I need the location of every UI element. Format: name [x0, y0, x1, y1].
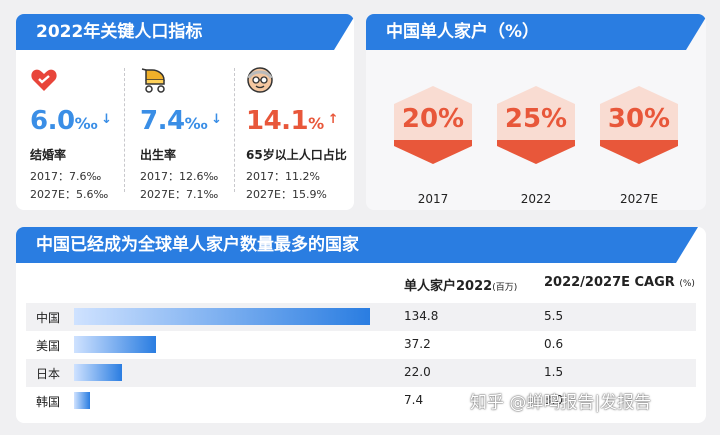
table-row: 韩国 7.4 3.0 — [26, 387, 696, 415]
watermark-text: 知乎 @蝉鸣报告|发报告 — [470, 393, 652, 413]
elderly-share-value: 14.1% ↑ — [246, 106, 339, 136]
single-households-title: 中国单人家户（%） — [366, 14, 706, 50]
key-indicators-panel: 2022年关键人口指标 6.0‰ ↓ 结婚率 2017：7.6‰ 2027E：5.… — [16, 14, 354, 210]
marriage-rate-2017: 2017：7.6‰ — [30, 170, 102, 183]
down-arrow-icon: ↓ — [101, 112, 112, 127]
hexagon-badge: 25% — [493, 82, 579, 168]
table-row: 日本 22.0 1.5 — [26, 359, 696, 387]
household-pct: 25% — [504, 104, 568, 134]
country-name: 韩国 — [36, 395, 61, 409]
table-row: 美国 37.2 0.6 — [26, 331, 696, 359]
single-households-panel: 中国单人家户（%） 20% 2017 25% 2022 30% — [366, 14, 706, 210]
elderly-icon — [246, 66, 274, 94]
country-name: 中国 — [36, 311, 61, 325]
stroller-icon — [140, 66, 168, 94]
household-share-2027e: 30% 2027E — [596, 82, 682, 206]
households-bar — [74, 336, 156, 353]
household-share-2017: 20% 2017 — [390, 82, 476, 206]
heart-icon — [30, 66, 58, 94]
household-share-2022: 25% 2022 — [493, 82, 579, 206]
cagr-value: 0.6 — [544, 337, 564, 351]
column-header-cagr: 2022/2027E CAGR (%) — [544, 275, 695, 290]
cagr-value: 1.5 — [544, 365, 564, 379]
stat-birth-rate: 7.4‰ ↓ 出生率 2017：12.6‰ 2027E：7.1‰ — [140, 64, 240, 201]
country-name: 美国 — [36, 339, 61, 353]
key-indicators-title: 2022年关键人口指标 — [16, 14, 354, 50]
elderly-share-label: 65岁以上人口占比 — [246, 148, 347, 162]
birth-rate-value: 7.4‰ ↓ — [140, 106, 222, 136]
down-arrow-icon: ↓ — [211, 112, 222, 127]
country-comparison-panel: 中国已经成为全球单人家户数量最多的国家 单人家户2022(百万) 2022/20… — [16, 227, 706, 423]
country-name: 日本 — [36, 367, 61, 381]
households-bar — [74, 364, 122, 381]
stat-elderly-share: 14.1% ↑ 65岁以上人口占比 2017：11.2% 2027E：15.9% — [246, 64, 352, 201]
marriage-rate-value: 6.0‰ ↓ — [30, 106, 112, 136]
households-bar — [74, 392, 90, 409]
country-comparison-title: 中国已经成为全球单人家户数量最多的国家 — [16, 227, 698, 263]
stat-marriage-rate: 6.0‰ ↓ 结婚率 2017：7.6‰ 2027E：5.6‰ — [30, 64, 126, 201]
households-value: 7.4 — [404, 393, 424, 407]
household-pct: 20% — [401, 104, 465, 134]
elderly-share-2027e: 2027E：15.9% — [246, 188, 327, 201]
birth-rate-2017: 2017：12.6‰ — [140, 170, 219, 183]
cagr-value: 5.5 — [544, 309, 564, 323]
up-arrow-icon: ↑ — [327, 112, 339, 127]
household-pct: 30% — [607, 104, 671, 134]
hexagon-badge: 20% — [390, 82, 476, 168]
divider — [124, 68, 125, 192]
divider — [234, 68, 235, 192]
household-year: 2027E — [619, 192, 659, 206]
households-value: 134.8 — [404, 309, 439, 323]
households-value: 22.0 — [404, 365, 431, 379]
households-bar — [74, 308, 370, 325]
birth-rate-2027e: 2027E：7.1‰ — [140, 188, 219, 201]
elderly-share-2017: 2017：11.2% — [246, 170, 320, 183]
household-year: 2022 — [520, 192, 552, 206]
hexagon-badge: 30% — [596, 82, 682, 168]
marriage-rate-2027e: 2027E：5.6‰ — [30, 188, 109, 201]
cagr-value: 3.0 — [544, 393, 564, 407]
marriage-rate-label: 结婚率 — [30, 148, 67, 162]
household-year: 2017 — [417, 192, 449, 206]
table-row: 中国 134.8 5.5 — [26, 303, 696, 331]
birth-rate-label: 出生率 — [140, 148, 177, 162]
households-value: 37.2 — [404, 337, 431, 351]
column-header-households: 单人家户2022(百万) — [404, 279, 518, 294]
